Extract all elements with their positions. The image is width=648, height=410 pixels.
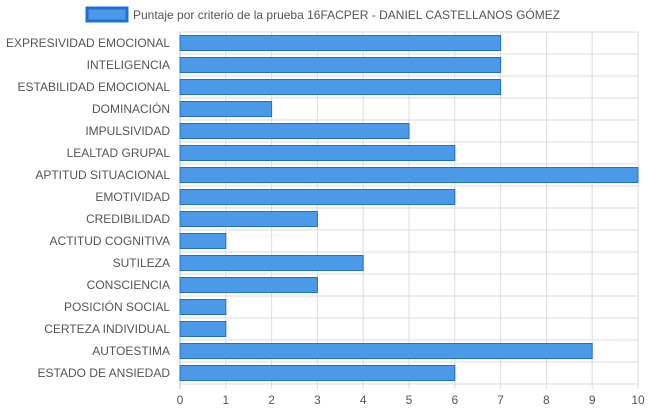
legend[interactable]: Puntaje por criterio de la prueba 16FACP… (85, 6, 560, 23)
x-tick-label: 3 (314, 393, 321, 407)
x-tick-label: 6 (451, 393, 458, 407)
category-label: CERTEZA INDIVIDUAL (44, 322, 170, 336)
category-axis: EXPRESIVIDAD EMOCIONAL INTELIGENCIA ESTABI… (6, 36, 170, 380)
x-tick-label: 4 (360, 393, 367, 407)
category-label: APTITUD SITUACIONAL (35, 168, 170, 182)
x-tick-label: 1 (222, 393, 229, 407)
bar[interactable] (179, 123, 410, 139)
bar[interactable] (179, 233, 227, 249)
category-label: ACTITUD COGNITIVA (50, 234, 170, 248)
legend-label: Puntaje por criterio de la prueba 16FACP… (133, 7, 560, 22)
bar[interactable] (179, 255, 364, 271)
x-tick-label: 9 (589, 393, 596, 407)
x-tick-label: 5 (406, 393, 413, 407)
bar[interactable] (179, 343, 593, 359)
bar[interactable] (179, 365, 456, 381)
value-axis: 0 1 2 3 4 5 6 7 8 9 10 (177, 393, 645, 407)
category-label: CREDIBILIDAD (86, 212, 170, 226)
category-label: ESTADO DE ANSIEDAD (38, 366, 171, 380)
legend-swatch (85, 6, 129, 23)
bar[interactable] (179, 79, 502, 95)
grid-lines (179, 31, 639, 389)
category-label: LEALTAD GRUPAL (67, 146, 171, 160)
category-label: POSICIÓN SOCIAL (64, 299, 170, 314)
x-tick-label: 8 (543, 393, 550, 407)
category-label: EMOTIVIDAD (95, 190, 170, 204)
category-label: EXPRESIVIDAD EMOCIONAL (6, 36, 170, 50)
category-label: AUTOESTIMA (92, 344, 170, 358)
bar[interactable] (179, 211, 318, 227)
bars (179, 35, 639, 381)
x-tick-label: 7 (497, 393, 504, 407)
bar[interactable] (179, 57, 502, 73)
bar[interactable] (179, 299, 227, 315)
category-label: INTELIGENCIA (87, 58, 170, 72)
bar[interactable] (179, 321, 227, 337)
bar[interactable] (179, 189, 456, 205)
bar[interactable] (179, 35, 502, 51)
bar[interactable] (179, 277, 318, 293)
category-label: CONSCIENCIA (87, 278, 170, 292)
category-label: SUTILEZA (113, 256, 170, 270)
category-label: IMPULSIVIDAD (85, 124, 170, 138)
bar[interactable] (179, 167, 639, 183)
x-tick-label: 0 (177, 393, 184, 407)
bar[interactable] (179, 101, 273, 117)
category-label: DOMINACIÓN (92, 101, 170, 116)
x-tick-label: 10 (631, 393, 645, 407)
bar[interactable] (179, 145, 456, 161)
category-label: ESTABILIDAD EMOCIONAL (18, 80, 171, 94)
x-tick-label: 2 (268, 393, 275, 407)
